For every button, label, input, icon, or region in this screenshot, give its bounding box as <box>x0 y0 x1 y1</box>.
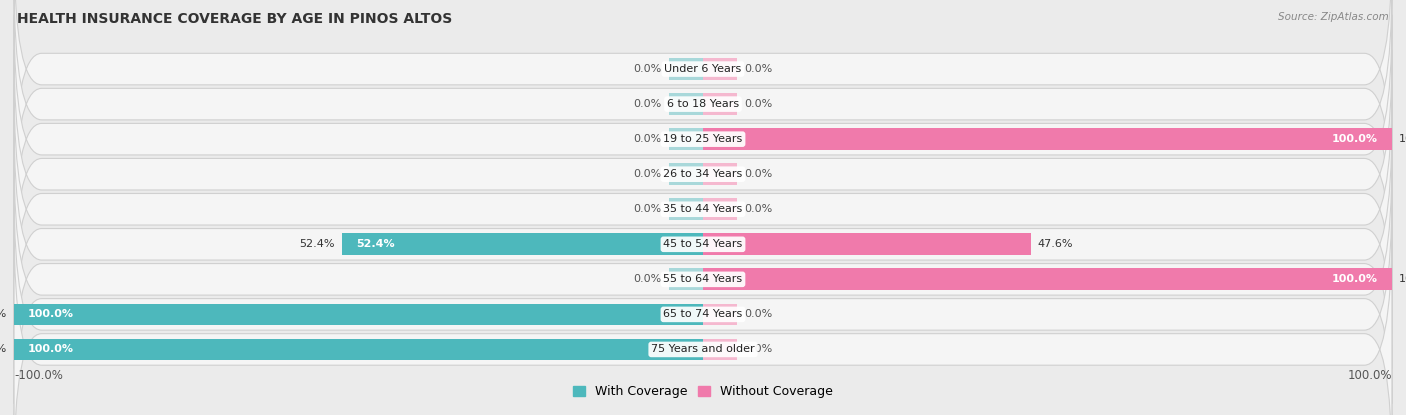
Text: 52.4%: 52.4% <box>356 239 395 249</box>
Text: 47.6%: 47.6% <box>1038 239 1073 249</box>
Bar <box>703 164 738 185</box>
Bar <box>703 93 738 115</box>
Bar <box>703 58 738 80</box>
Text: 0.0%: 0.0% <box>744 99 772 109</box>
Text: 0.0%: 0.0% <box>744 204 772 214</box>
Bar <box>703 233 1031 255</box>
FancyBboxPatch shape <box>14 15 1392 264</box>
Text: 55 to 64 Years: 55 to 64 Years <box>664 274 742 284</box>
Text: 0.0%: 0.0% <box>634 64 662 74</box>
Bar <box>669 269 703 290</box>
FancyBboxPatch shape <box>14 0 1392 229</box>
Text: 0.0%: 0.0% <box>634 169 662 179</box>
Text: 0.0%: 0.0% <box>744 344 772 354</box>
FancyBboxPatch shape <box>14 0 1392 193</box>
Text: 100.0%: 100.0% <box>28 310 75 320</box>
Legend: With Coverage, Without Coverage: With Coverage, Without Coverage <box>568 380 838 403</box>
Text: 100.0%: 100.0% <box>28 344 75 354</box>
Text: 0.0%: 0.0% <box>634 99 662 109</box>
Text: 100.0%: 100.0% <box>1347 369 1392 382</box>
Bar <box>669 198 703 220</box>
Bar <box>669 58 703 80</box>
Bar <box>669 93 703 115</box>
Text: 100.0%: 100.0% <box>0 344 7 354</box>
Text: 45 to 54 Years: 45 to 54 Years <box>664 239 742 249</box>
Text: 75 Years and older: 75 Years and older <box>651 344 755 354</box>
Text: 0.0%: 0.0% <box>634 204 662 214</box>
Text: -100.0%: -100.0% <box>14 369 63 382</box>
FancyBboxPatch shape <box>14 50 1392 299</box>
Text: HEALTH INSURANCE COVERAGE BY AGE IN PINOS ALTOS: HEALTH INSURANCE COVERAGE BY AGE IN PINO… <box>17 12 453 27</box>
Text: 0.0%: 0.0% <box>744 310 772 320</box>
Text: 26 to 34 Years: 26 to 34 Years <box>664 169 742 179</box>
Text: 65 to 74 Years: 65 to 74 Years <box>664 310 742 320</box>
Bar <box>703 198 738 220</box>
FancyBboxPatch shape <box>14 85 1392 334</box>
Text: 100.0%: 100.0% <box>1331 274 1378 284</box>
Text: 52.4%: 52.4% <box>299 239 335 249</box>
Bar <box>703 128 1392 150</box>
FancyBboxPatch shape <box>14 120 1392 369</box>
Bar <box>669 128 703 150</box>
Text: 100.0%: 100.0% <box>1399 274 1406 284</box>
Text: 19 to 25 Years: 19 to 25 Years <box>664 134 742 144</box>
Bar <box>14 339 703 360</box>
Text: Under 6 Years: Under 6 Years <box>665 64 741 74</box>
Text: 6 to 18 Years: 6 to 18 Years <box>666 99 740 109</box>
Text: 0.0%: 0.0% <box>744 169 772 179</box>
Text: 35 to 44 Years: 35 to 44 Years <box>664 204 742 214</box>
FancyBboxPatch shape <box>14 225 1392 415</box>
Text: 0.0%: 0.0% <box>634 274 662 284</box>
Bar <box>669 164 703 185</box>
Text: 0.0%: 0.0% <box>634 134 662 144</box>
Text: 100.0%: 100.0% <box>1331 134 1378 144</box>
Text: 100.0%: 100.0% <box>0 310 7 320</box>
Bar <box>703 339 738 360</box>
FancyBboxPatch shape <box>14 190 1392 415</box>
Text: Source: ZipAtlas.com: Source: ZipAtlas.com <box>1278 12 1389 22</box>
Bar <box>342 233 703 255</box>
FancyBboxPatch shape <box>14 155 1392 404</box>
Bar <box>703 303 738 325</box>
Bar <box>703 269 1392 290</box>
Text: 0.0%: 0.0% <box>744 64 772 74</box>
Text: 100.0%: 100.0% <box>1399 134 1406 144</box>
Bar <box>14 303 703 325</box>
